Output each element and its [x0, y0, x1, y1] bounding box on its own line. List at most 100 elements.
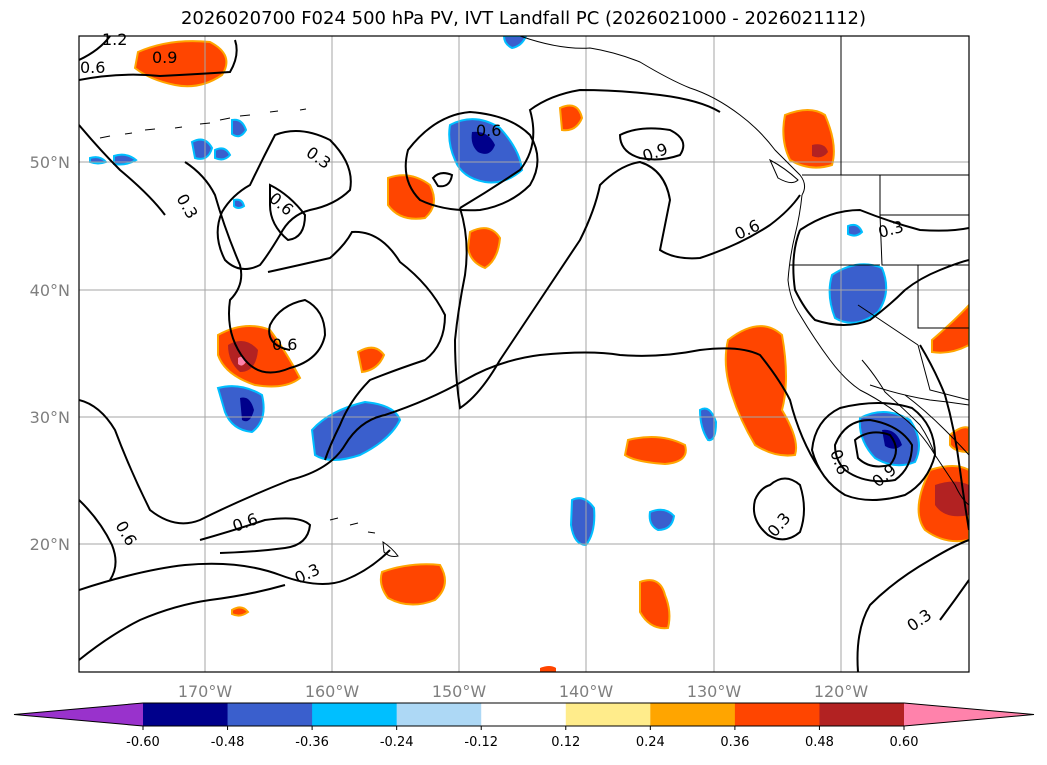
lat-label: 50°N	[30, 153, 70, 172]
pv-positive-region	[931, 303, 969, 354]
contour-label: 0.3	[303, 143, 335, 173]
contour-label: 1.2	[102, 30, 127, 49]
pv-positive-region	[231, 606, 250, 617]
colorbar-segment	[396, 703, 482, 726]
lat-label: 30°N	[30, 408, 70, 427]
contour-line	[79, 549, 391, 591]
lon-label: 150°W	[432, 682, 487, 701]
colorbar-segment	[227, 703, 313, 726]
colorbar-tick-label: -0.12	[464, 735, 498, 750]
contour-line	[453, 160, 801, 410]
contour-line	[79, 124, 166, 216]
pv-negative-region	[471, 131, 495, 154]
contour-line	[79, 584, 286, 661]
contour-line	[79, 39, 238, 81]
contour-line	[618, 127, 685, 161]
colorbar-segment	[312, 703, 398, 726]
colorbar-tick-label: -0.36	[295, 735, 329, 750]
contour-line	[752, 477, 805, 541]
contour-line	[856, 539, 969, 672]
pv-negative-region	[231, 118, 248, 138]
pv-positive-region	[540, 666, 556, 672]
pv-negative-region	[648, 508, 676, 532]
gulf-of-california	[904, 394, 969, 456]
colorbar-tick-label: 0.12	[551, 735, 580, 750]
contour-line	[79, 499, 117, 581]
contour-label: 0.6	[230, 509, 260, 536]
pv-fill-layer	[89, 36, 969, 672]
coastline-layer	[99, 36, 969, 557]
colorbar-tick-label: -0.48	[211, 735, 245, 750]
pv-positive-region	[466, 227, 502, 270]
latitude-labels: 50°N 40°N 30°N 20°N	[30, 153, 70, 554]
us-interior-borders	[790, 175, 969, 401]
pv-positive-region	[356, 346, 386, 374]
colorbar-tick-label: 0.60	[890, 735, 919, 750]
colorbar-extend-low	[14, 703, 143, 726]
pv-positive-region	[812, 144, 828, 158]
contour-line	[833, 418, 914, 483]
contour-label: 0.6	[272, 335, 297, 354]
graticule	[79, 36, 969, 672]
aleutian-islands	[99, 108, 307, 139]
colorbar-tick-label: 0.48	[805, 735, 834, 750]
contour-label: 0.9	[152, 48, 177, 67]
pv-positive-region	[558, 104, 584, 132]
pv-negative-region	[89, 156, 108, 165]
hawaii-islands	[329, 517, 399, 557]
contour-line	[184, 161, 327, 374]
colorbar-tick-label: 0.24	[636, 735, 665, 750]
pv-negative-region	[113, 153, 138, 166]
colorbar-segment	[481, 703, 567, 726]
pv-positive-region	[623, 435, 687, 466]
pv-negative-region	[569, 497, 596, 547]
contour-line	[919, 344, 969, 531]
contour-layer	[79, 36, 969, 672]
pv-negative-region	[216, 385, 265, 434]
mexico-border	[869, 384, 969, 406]
lon-label: 120°W	[814, 682, 869, 701]
baja-california	[861, 359, 936, 456]
contour-label: 0.6	[476, 121, 501, 140]
pv-positive-region	[379, 563, 446, 606]
contour-line	[799, 208, 969, 232]
colorbar-extend-high	[904, 703, 1034, 726]
map-title: 2026020700 F024 500 hPa PV, IVT Landfall…	[180, 8, 867, 29]
lat-label: 20°N	[30, 535, 70, 554]
contour-line	[79, 36, 111, 61]
colorbar-tick-label: 0.36	[720, 735, 749, 750]
contour-line	[431, 172, 454, 188]
contour-line	[810, 402, 937, 501]
contour-line	[269, 183, 307, 242]
contour-label: 0.3	[173, 191, 202, 223]
pv-negative-region	[190, 138, 214, 160]
contour-label: 0.6	[80, 58, 105, 77]
pv-positive-region	[639, 579, 671, 630]
contour-label: 0.3	[903, 605, 935, 635]
pv-negative-region	[847, 223, 864, 237]
lon-label: 140°W	[559, 682, 614, 701]
pv-positive-region	[387, 174, 435, 220]
vancouver-island	[768, 158, 799, 184]
pv-positive-region	[935, 481, 969, 517]
pv-positive-region	[133, 40, 228, 88]
map-frame	[78, 35, 970, 673]
pv-negative-region	[240, 397, 254, 422]
alaska-coastline	[519, 36, 806, 196]
lat-label: 40°N	[30, 281, 70, 300]
colorbar-segment	[734, 703, 820, 726]
lon-label: 170°W	[178, 682, 233, 701]
colorbar-segment	[565, 703, 651, 726]
colorbar-segment	[819, 703, 905, 726]
contour-line	[853, 431, 897, 468]
contour-line	[459, 88, 721, 209]
contour-line	[79, 347, 821, 525]
colorbar-segment	[650, 703, 736, 726]
lon-label: 160°W	[305, 682, 360, 701]
contour-line	[939, 579, 969, 621]
pv-positive-region	[782, 109, 835, 169]
colorbar-tick-label: -0.24	[380, 735, 414, 750]
contour-line	[216, 130, 352, 270]
contour-label: 0.6	[732, 216, 763, 244]
